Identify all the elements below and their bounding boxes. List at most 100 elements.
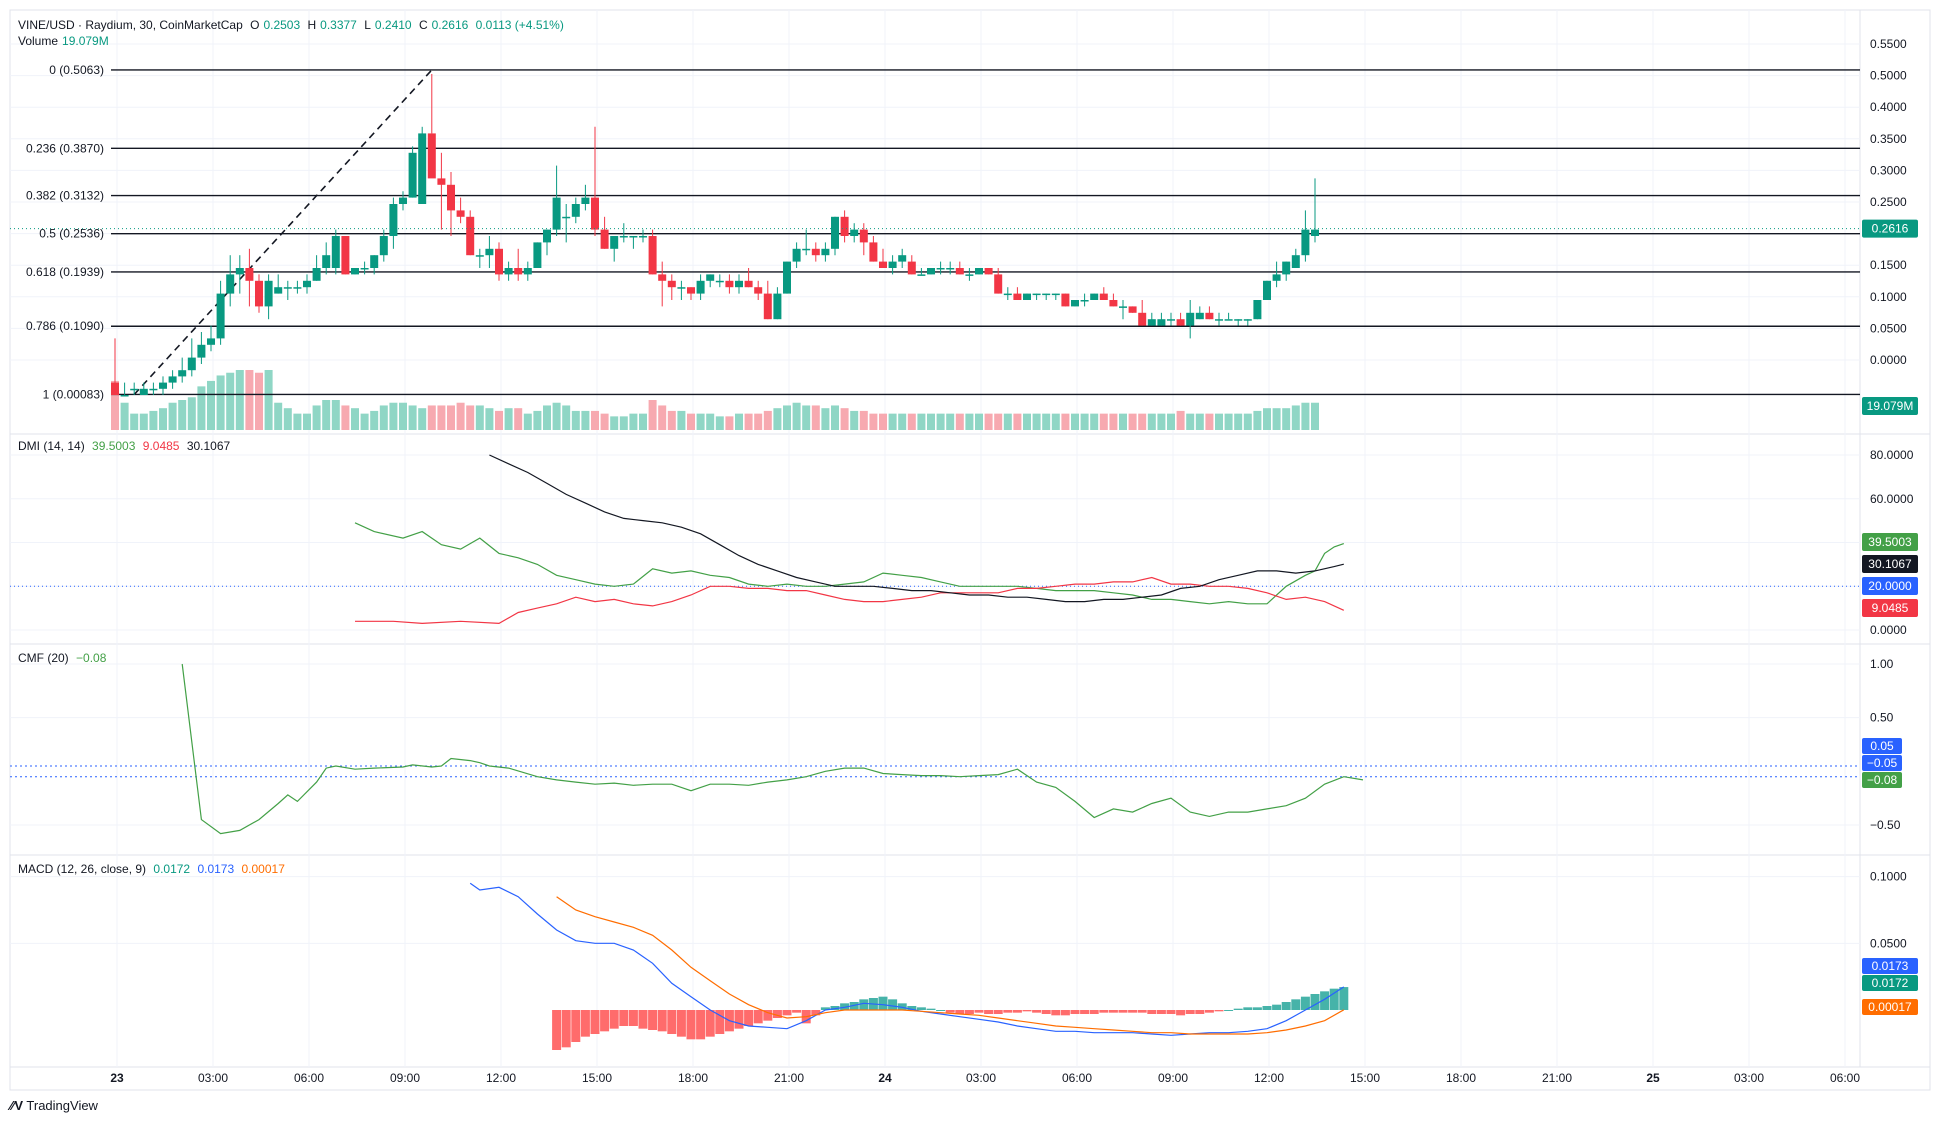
cmf-value-tag <box>1862 738 1902 754</box>
candle-body <box>850 229 859 236</box>
candle-body <box>831 216 839 249</box>
candle-body <box>389 204 398 236</box>
macd-line-value: 0.0173 <box>197 862 235 876</box>
macd-histogram-bar <box>974 1010 984 1013</box>
volume-bar <box>859 410 868 430</box>
macd-histogram-bar <box>772 1010 782 1018</box>
volume-bar <box>1215 413 1223 430</box>
macd-legend: MACD (12, 26, close, 9) 0.0172 0.0173 0.… <box>18 862 289 876</box>
macd-histogram-bar <box>936 1010 946 1011</box>
candle-body <box>754 287 763 294</box>
volume-bar <box>1109 413 1118 430</box>
volume-bar <box>207 380 215 430</box>
candle-body <box>1311 229 1319 236</box>
volume-bar <box>571 410 580 430</box>
macd-histogram-bar <box>1137 1010 1147 1013</box>
macd-histogram-bar <box>580 1010 590 1037</box>
candle-body <box>120 395 129 397</box>
time-tick-label: 21:00 <box>774 1071 804 1085</box>
macd-hist-value: 0.0172 <box>153 862 191 876</box>
volume-bar <box>274 402 283 430</box>
macd-histogram-bar <box>638 1010 648 1029</box>
candle-body <box>255 280 263 307</box>
macd-histogram-bar <box>609 1010 619 1029</box>
candle-body <box>331 236 340 268</box>
macd-histogram-bar <box>1176 1010 1186 1016</box>
volume-bar <box>504 408 513 430</box>
volume-bar <box>437 405 446 430</box>
time-tick-label: 25 <box>1646 1071 1660 1085</box>
macd-histogram-bar <box>1099 1010 1109 1013</box>
macd-histogram-bar <box>1032 1010 1042 1013</box>
candle-body <box>159 382 167 389</box>
volume-bar <box>1272 408 1281 430</box>
candle-body <box>1195 312 1204 320</box>
volume-tag <box>1862 397 1918 415</box>
volume-bar <box>850 410 859 430</box>
dmi-value-tag <box>1862 555 1918 573</box>
candle-body <box>562 216 571 219</box>
volume-bar <box>245 370 254 430</box>
cmf-value-tag-label: −0.05 <box>1867 756 1898 770</box>
macd-histogram-bar <box>1166 1010 1176 1014</box>
candle-body <box>879 261 887 268</box>
macd-histogram-bar <box>792 1010 802 1013</box>
volume-bar <box>226 372 235 430</box>
macd-value-tag <box>1862 958 1918 974</box>
candle-body <box>1042 293 1051 296</box>
macd-histogram-bar <box>907 1006 917 1010</box>
price-tick-label: 0.1000 <box>1870 290 1907 304</box>
volume-bar <box>1311 402 1319 430</box>
macd-tick-label: 0.1000 <box>1870 870 1907 884</box>
macd-histogram-bar <box>964 1010 974 1014</box>
candle-body <box>1138 312 1147 326</box>
volume-bar <box>331 400 340 430</box>
volume-bar <box>293 413 302 430</box>
candle-body <box>1301 229 1310 256</box>
candle-body <box>821 248 830 256</box>
volume-bar <box>139 413 148 430</box>
candle-body <box>1291 255 1300 268</box>
candle-body <box>523 268 532 275</box>
macd-histogram-bar <box>840 1003 850 1010</box>
volume-bar <box>581 410 590 430</box>
volume-bar <box>1042 413 1051 430</box>
volume-bar <box>475 405 484 430</box>
volume-bar <box>283 408 292 430</box>
candle-body <box>648 236 657 275</box>
macd-histogram-bar <box>657 1010 667 1032</box>
volume-bar <box>523 413 532 430</box>
tradingview-logo[interactable]: ⁄⁄V TradingView <box>10 1098 98 1113</box>
macd-histogram-bar <box>1156 1010 1166 1014</box>
cmf-series-line <box>181 663 1364 835</box>
dmi-value-tag <box>1862 577 1918 595</box>
volume-bar <box>1147 413 1156 430</box>
macd-histogram-bar <box>1320 991 1330 1010</box>
change-value: 0.0113 (+4.51%) <box>475 18 564 32</box>
volume-bar <box>399 402 407 430</box>
candle-body <box>783 261 791 294</box>
candle-body <box>370 255 379 268</box>
volume-bar <box>543 405 551 430</box>
candle-body <box>245 268 254 281</box>
macd-histogram-bar <box>945 1010 955 1013</box>
candle-body <box>802 248 811 251</box>
price-tick-label: 0.0000 <box>1870 353 1907 367</box>
candle-body <box>447 184 455 211</box>
cmf-tick-label: 1.00 <box>1870 657 1894 671</box>
dmi-plus-value: 39.5003 <box>92 439 136 453</box>
volume-bar <box>792 402 801 430</box>
volume-bar <box>149 410 158 430</box>
candle-body <box>1243 319 1252 321</box>
volume-bar <box>936 413 945 430</box>
volume-bar <box>1032 413 1041 430</box>
volume-bar <box>456 402 465 430</box>
volume-bar <box>1051 413 1060 430</box>
time-tick-label: 09:00 <box>1158 1071 1188 1085</box>
macd-histogram-bar <box>888 999 898 1010</box>
volume-bar <box>120 402 129 430</box>
volume-bar <box>744 413 753 430</box>
volume-bar <box>946 413 955 430</box>
